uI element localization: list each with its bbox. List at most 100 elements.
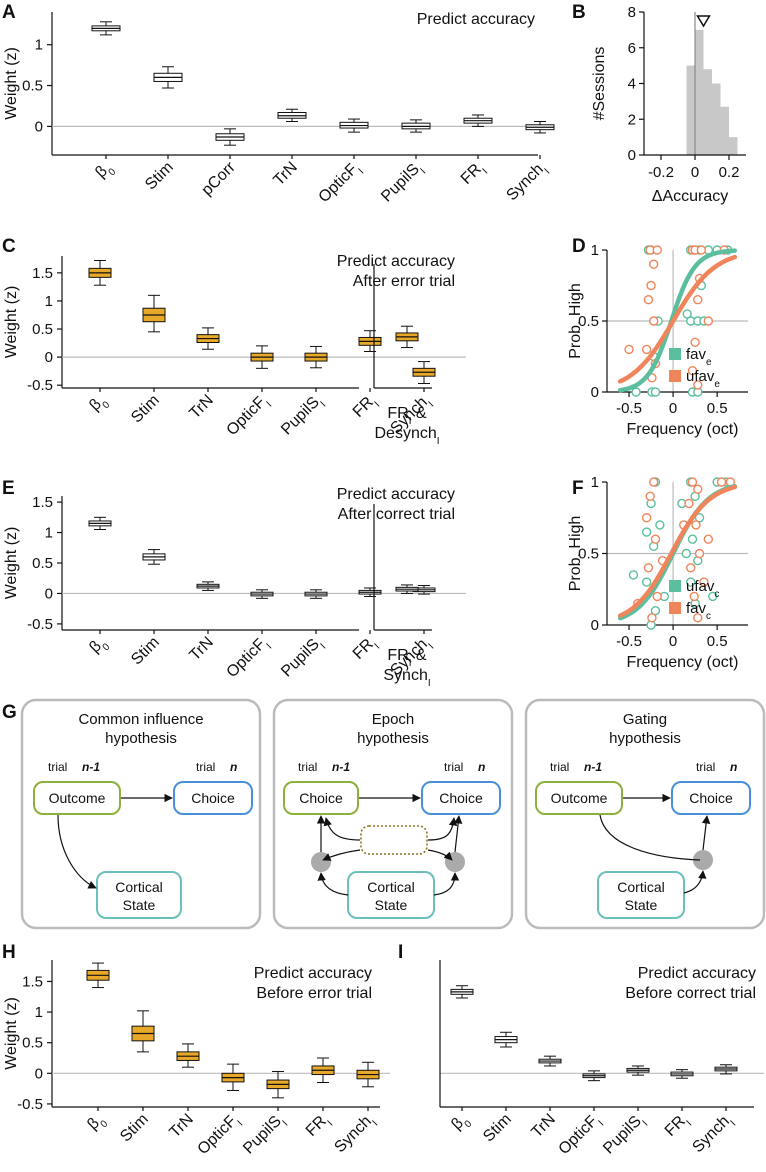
x-tick-label: 0 [669, 400, 677, 417]
x-tick-label: PupilSI [600, 1111, 650, 1161]
x-tick-label: Stim [480, 1111, 515, 1146]
box-β [88, 259, 112, 286]
data-point-fav [699, 577, 709, 587]
node-choice [173, 781, 253, 815]
node-choice [671, 781, 751, 815]
arrow [701, 815, 711, 851]
chart-title: Predict accuracy [337, 253, 455, 270]
y-axis-label: #Sessions [591, 47, 608, 121]
data-point-fav [652, 591, 662, 602]
box-β [86, 962, 110, 989]
data-point-fav [689, 591, 699, 602]
x-tick-label: OpticFI [195, 1111, 245, 1161]
y-axis-label: Prob. High [567, 516, 584, 592]
node-choice-prev [283, 781, 359, 815]
x-tick-label: FRI [662, 1111, 694, 1143]
data-point-fav [687, 477, 698, 487]
data-point-ufav [646, 280, 656, 291]
y-axis-label: Weight (z) [3, 527, 20, 600]
data-point-ufav [649, 316, 659, 326]
x-tick-label: β0 [448, 1110, 474, 1136]
x-axis-label: Frequency (oct) [626, 654, 738, 671]
y-tick-label: 1 [45, 293, 53, 310]
y-tick-label: 0.5 [22, 1035, 43, 1052]
y-tick-label: 0.5 [32, 555, 53, 572]
node-label: Choice [299, 790, 343, 806]
x-tick-label: FRI [350, 634, 382, 666]
extra-label: SynchI [383, 667, 430, 689]
data-point-ufav [641, 577, 652, 587]
box-fr [463, 114, 493, 127]
x-tick-label: SynchI [503, 159, 552, 208]
box-trn [538, 1055, 562, 1067]
node-label: Choice [191, 790, 235, 806]
x-tick-label: PupilSI [240, 1111, 290, 1161]
y-tick-label: 1.5 [22, 973, 43, 990]
trial-label: trial [444, 760, 463, 774]
box-extra [395, 584, 419, 594]
node-label: Outcome [551, 790, 608, 806]
box-pupils [304, 589, 328, 599]
node-outcome [535, 781, 623, 815]
x-tick-label: Stim [142, 159, 177, 194]
arrow [433, 872, 460, 896]
trial-index: n [730, 760, 737, 774]
data-point-fav [649, 477, 659, 487]
x-tick-label: TrN [186, 634, 216, 664]
hypothesis-title: Common influence [78, 711, 203, 728]
y-tick-label: 1 [591, 474, 599, 491]
data-point-fav [650, 534, 661, 544]
x-tick-label: OpticFI [316, 159, 366, 209]
data-point-ufav [693, 295, 703, 305]
box-opticf [339, 118, 369, 133]
box-opticf [582, 1070, 606, 1082]
gate-node [311, 852, 331, 872]
x-tick-label: TrN [270, 159, 300, 189]
extra-label: FRI & [387, 647, 427, 669]
y-tick-label: 0.5 [578, 546, 599, 563]
panel-letter-d: D [572, 236, 586, 257]
data-point-fav [643, 563, 654, 573]
x-tick-label: PupilSI [378, 159, 428, 209]
x-tick-label: pCorr [199, 158, 240, 199]
data-point-ufav [628, 570, 639, 580]
box-opticf [250, 589, 274, 599]
data-point-ufav [624, 344, 634, 355]
chart-e-after-correct: -0.5 0 0.5 1 1.5 Weight (z) Predict accuracy Af… [3, 486, 466, 689]
legend-swatch [669, 348, 681, 360]
box-opticf [250, 345, 274, 369]
diagram-common-influence: Common influence hypothesis trial n-1 tr… [20, 698, 262, 930]
x-tick-label: -0.5 [616, 400, 642, 417]
y-tick-label: 0.5 [32, 321, 53, 338]
box-pupils [266, 1070, 290, 1099]
arrow [453, 815, 463, 853]
hypothesis-title: hypothesis [609, 730, 681, 747]
y-tick-label: 1 [35, 1004, 43, 1021]
hidden-epoch-node [360, 825, 428, 855]
data-point-fav [703, 534, 714, 544]
x-tick-label: SynchI [689, 1111, 738, 1160]
box-fr [670, 1069, 694, 1079]
node-label: State [375, 897, 408, 913]
chart-i-before-correct: Predict accuracy Before correct trial β0 St… [439, 960, 764, 1161]
data-point-fav [691, 520, 701, 530]
x-axis-label: Frequency (oct) [626, 421, 738, 438]
box-trn [196, 327, 220, 350]
box-stim [142, 294, 166, 333]
chart-a-predict-accuracy: 0 0.5 1 Weight (z) Predict accuracy β0 Stim pCo… [3, 11, 555, 209]
box-trn [196, 581, 220, 591]
x-tick-label: 0.5 [707, 400, 728, 417]
panel-letter-b: B [572, 2, 586, 23]
box-trn [277, 108, 307, 122]
x-tick-label: -0.5 [616, 633, 642, 650]
histogram-bar [686, 65, 695, 155]
data-point-ufav [641, 344, 652, 355]
trial-index: n-1 [332, 760, 350, 774]
diagram-gating: Gating hypothesis trial n-1 trial n Outc… [524, 698, 766, 930]
x-tick-label: β0 [92, 158, 118, 184]
y-tick-label: 0 [591, 617, 599, 634]
legend-label: ufave [686, 368, 720, 390]
node-choice [421, 781, 501, 815]
x-tick-label: TrN [186, 392, 216, 422]
chart-title: Predict accuracy [254, 965, 372, 982]
